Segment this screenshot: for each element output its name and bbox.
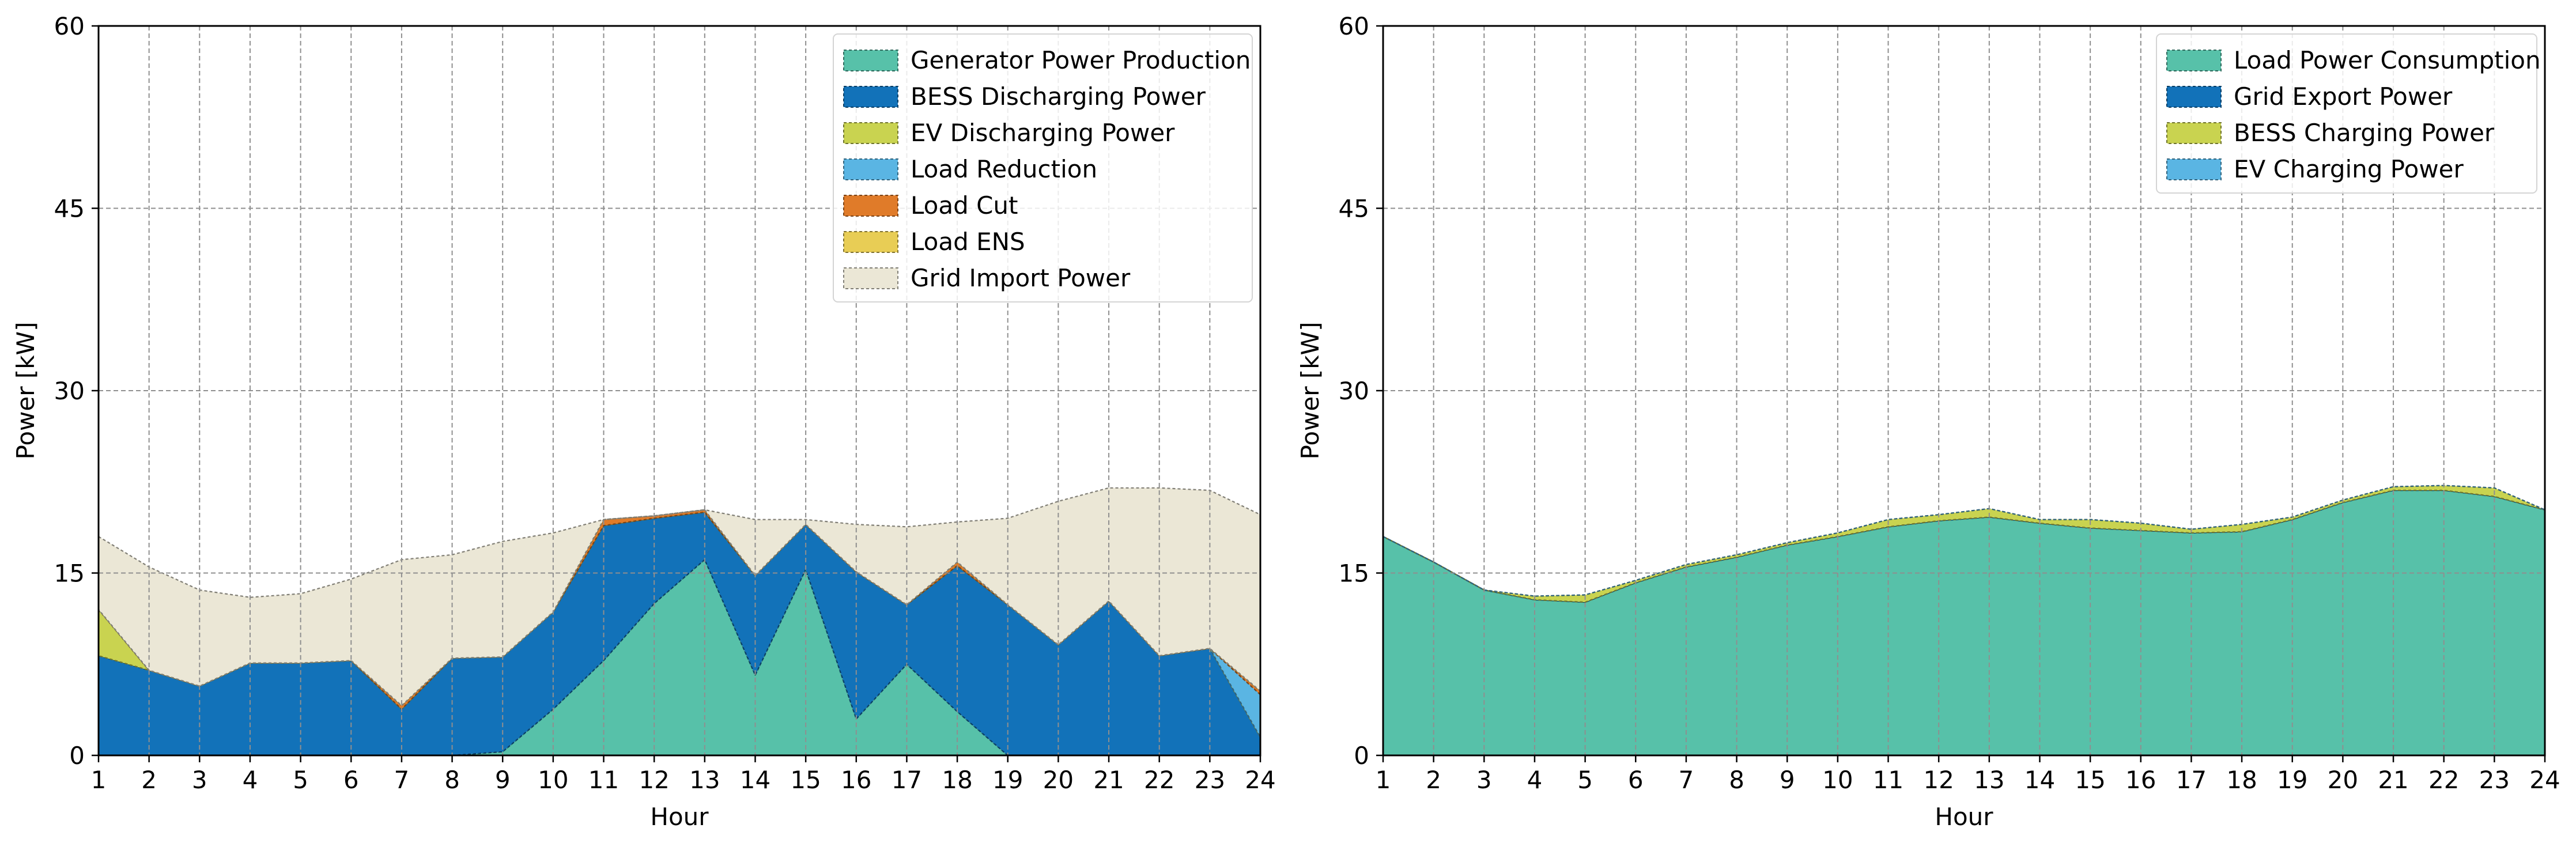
- legend-swatch-4: [843, 195, 898, 217]
- legend-swatch-0: [843, 50, 898, 71]
- x-tick-label: 12: [1923, 766, 1954, 794]
- x-tick-label: 5: [1577, 766, 1593, 794]
- x-tick-label: 4: [1527, 766, 1543, 794]
- x-tick-label: 10: [1822, 766, 1853, 794]
- x-tick-label: 22: [2428, 766, 2459, 794]
- legend: Generator Power Production BESS Dischargi…: [833, 33, 1253, 302]
- legend-label-3: Load Reduction: [911, 155, 1097, 183]
- legend-swatch-2: [2166, 122, 2222, 144]
- x-tick-label: 10: [538, 766, 568, 794]
- x-tick-label: 16: [2125, 766, 2156, 794]
- y-tick-label: 45: [54, 195, 85, 223]
- left-chart-panel: 1 2 3 4 5 6 7 8 9 10 11 12 13 14 15 16 17 18 19 20 21 22 23 240…: [12, 12, 1276, 831]
- x-axis-label: Hour: [1935, 803, 1993, 831]
- x-tick-label: 9: [1780, 766, 1795, 794]
- x-tick-label: 9: [495, 766, 511, 794]
- y-tick-label: 15: [1339, 559, 1369, 588]
- area-series-3: [1382, 485, 2546, 597]
- y-tick-label: 15: [54, 559, 85, 588]
- x-tick-label: 14: [740, 766, 770, 794]
- legend-label-5: Load ENS: [911, 228, 1025, 256]
- x-tick-label: 15: [790, 766, 821, 794]
- x-tick-label: 24: [1245, 766, 1275, 794]
- x-tick-label: 18: [942, 766, 972, 794]
- x-tick-label: 21: [1093, 766, 1124, 794]
- x-tick-label: 8: [444, 766, 460, 794]
- x-tick-label: 6: [1628, 766, 1644, 794]
- x-tick-label: 17: [892, 766, 922, 794]
- x-tick-label: 23: [1195, 766, 1225, 794]
- legend-swatch-3: [843, 158, 898, 180]
- x-tick-label: 13: [1974, 766, 2004, 794]
- x-tick-label: 3: [192, 766, 207, 794]
- x-tick-label: 8: [1729, 766, 1744, 794]
- legend-swatch-5: [843, 231, 898, 253]
- legend-label-2: EV Discharging Power: [911, 119, 1175, 147]
- x-tick-label: 20: [2328, 766, 2358, 794]
- legend-swatch-1: [843, 86, 898, 108]
- x-tick-label: 12: [639, 766, 669, 794]
- legend-label-0: Generator Power Production: [911, 46, 1251, 74]
- x-tick-label: 3: [1476, 766, 1492, 794]
- y-tick-label: 60: [1339, 12, 1369, 40]
- x-tick-label: 6: [343, 766, 359, 794]
- x-axis-label: Hour: [650, 803, 709, 831]
- y-tick-label: 0: [1354, 742, 1369, 770]
- y-tick-label: 45: [1339, 195, 1369, 223]
- x-tick-label: 1: [1376, 766, 1391, 794]
- x-tick-label: 2: [1426, 766, 1441, 794]
- x-tick-label: 1: [91, 766, 107, 794]
- legend-swatch-3: [2166, 158, 2222, 180]
- legend-swatch-1: [2166, 86, 2222, 108]
- x-tick-label: 13: [689, 766, 720, 794]
- x-tick-label: 7: [394, 766, 410, 794]
- legend-label-3: EV Charging Power: [2234, 155, 2464, 183]
- legend-label-4: Load Cut: [911, 191, 1018, 220]
- legend-label-2: BESS Charging Power: [2234, 119, 2495, 147]
- y-tick-label: 0: [69, 742, 85, 770]
- legend-label-1: Grid Export Power: [2234, 82, 2453, 111]
- x-tick-label: 17: [2176, 766, 2207, 794]
- x-tick-label: 16: [841, 766, 871, 794]
- x-tick-label: 14: [2024, 766, 2055, 794]
- y-axis-label: Power [kW]: [12, 322, 40, 460]
- x-tick-label: 11: [1873, 766, 1903, 794]
- x-tick-label: 18: [2226, 766, 2257, 794]
- x-tick-label: 24: [2529, 766, 2560, 794]
- legend-swatch-6: [843, 267, 898, 289]
- legend-box: [833, 33, 1253, 302]
- legend-box: [2156, 33, 2537, 194]
- y-tick-label: 60: [54, 12, 85, 40]
- legend-label-1: BESS Discharging Power: [911, 82, 1206, 111]
- x-tick-label: 15: [2075, 766, 2105, 794]
- legend-swatch-2: [843, 122, 898, 144]
- x-tick-label: 19: [992, 766, 1023, 794]
- legend-label-0: Load Power Consumption: [2234, 46, 2541, 74]
- x-tick-label: 22: [1144, 766, 1174, 794]
- x-tick-label: 20: [1043, 766, 1074, 794]
- x-tick-label: 23: [2479, 766, 2510, 794]
- legend: Load Power Consumption Grid Export Power B…: [2156, 33, 2541, 194]
- x-tick-label: 2: [141, 766, 157, 794]
- x-tick-label: 5: [293, 766, 308, 794]
- x-tick-label: 11: [588, 766, 619, 794]
- x-tick-label: 7: [1679, 766, 1694, 794]
- y-axis-label: Power [kW]: [1296, 322, 1324, 460]
- x-tick-label: 4: [243, 766, 258, 794]
- y-tick-label: 30: [1339, 377, 1369, 405]
- x-tick-label: 21: [2378, 766, 2408, 794]
- x-tick-label: 19: [2277, 766, 2307, 794]
- right-chart-panel: 1 2 3 4 5 6 7 8 9 10 11 12 13 14 15 16 17 18 19 20 21 22 23 240…: [1296, 12, 2560, 831]
- legend-swatch-0: [2166, 50, 2222, 71]
- legend-label-6: Grid Import Power: [911, 264, 1131, 292]
- y-tick-label: 30: [54, 377, 85, 405]
